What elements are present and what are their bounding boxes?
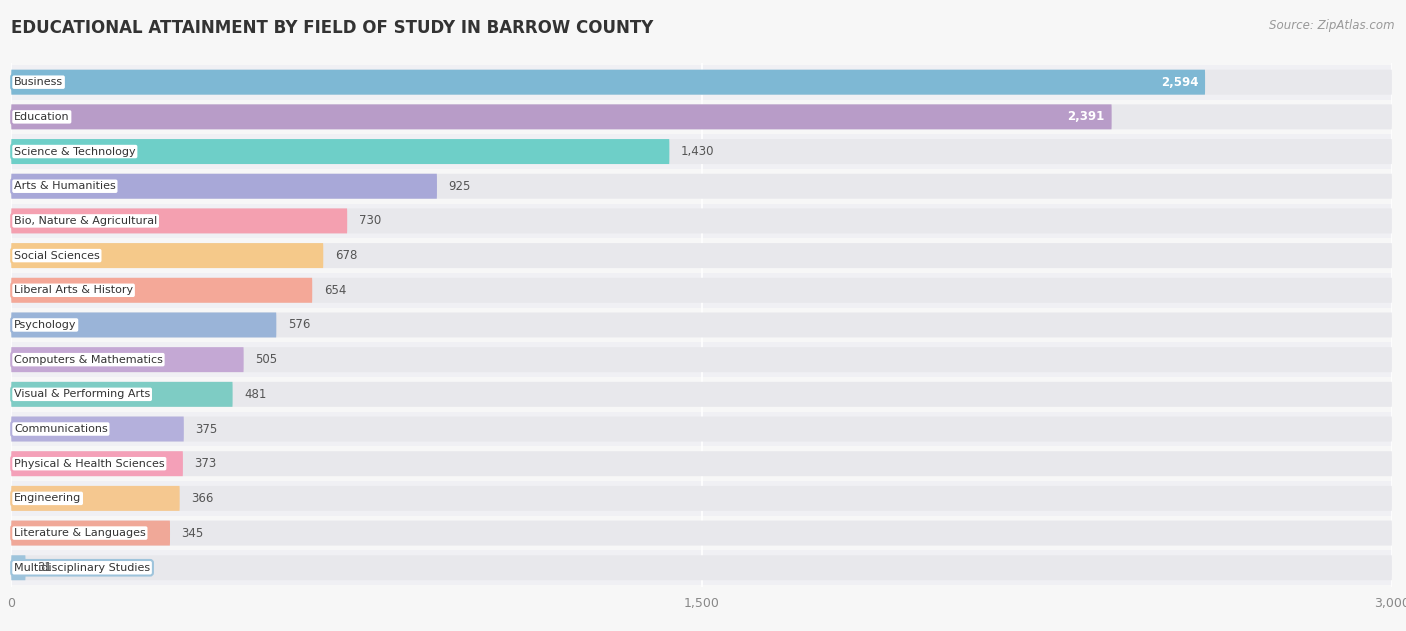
Text: 481: 481 [245, 388, 267, 401]
Bar [11, 342, 1392, 377]
FancyBboxPatch shape [11, 347, 1392, 372]
Text: Psychology: Psychology [14, 320, 76, 330]
Text: EDUCATIONAL ATTAINMENT BY FIELD OF STUDY IN BARROW COUNTY: EDUCATIONAL ATTAINMENT BY FIELD OF STUDY… [11, 19, 654, 37]
Text: 925: 925 [449, 180, 471, 192]
FancyBboxPatch shape [11, 69, 1205, 95]
Bar [11, 308, 1392, 342]
FancyBboxPatch shape [11, 382, 1392, 407]
Bar [11, 65, 1392, 100]
FancyBboxPatch shape [11, 104, 1112, 129]
FancyBboxPatch shape [11, 486, 180, 511]
FancyBboxPatch shape [11, 521, 170, 546]
FancyBboxPatch shape [11, 312, 1392, 338]
Text: Engineering: Engineering [14, 493, 82, 504]
Text: Science & Technology: Science & Technology [14, 146, 135, 156]
Bar [11, 273, 1392, 308]
FancyBboxPatch shape [11, 69, 1392, 95]
Text: 366: 366 [191, 492, 214, 505]
Text: 576: 576 [288, 319, 311, 331]
FancyBboxPatch shape [11, 382, 232, 407]
FancyBboxPatch shape [11, 243, 1392, 268]
FancyBboxPatch shape [11, 312, 277, 338]
Text: 730: 730 [359, 215, 381, 227]
Text: Business: Business [14, 77, 63, 87]
Bar [11, 516, 1392, 550]
FancyBboxPatch shape [11, 416, 184, 442]
Text: 31: 31 [37, 561, 52, 574]
FancyBboxPatch shape [11, 416, 1392, 442]
Text: 2,391: 2,391 [1067, 110, 1105, 123]
Text: Bio, Nature & Agricultural: Bio, Nature & Agricultural [14, 216, 157, 226]
FancyBboxPatch shape [11, 347, 243, 372]
Bar [11, 411, 1392, 446]
Text: Physical & Health Sciences: Physical & Health Sciences [14, 459, 165, 469]
Text: 375: 375 [195, 423, 218, 435]
Bar [11, 481, 1392, 516]
Bar [11, 169, 1392, 204]
FancyBboxPatch shape [11, 521, 1392, 546]
Text: 2,594: 2,594 [1161, 76, 1198, 89]
Bar [11, 377, 1392, 411]
Text: 505: 505 [254, 353, 277, 366]
Text: Multidisciplinary Studies: Multidisciplinary Studies [14, 563, 150, 573]
Text: Arts & Humanities: Arts & Humanities [14, 181, 115, 191]
Text: Social Sciences: Social Sciences [14, 251, 100, 261]
FancyBboxPatch shape [11, 555, 25, 581]
FancyBboxPatch shape [11, 139, 1392, 164]
FancyBboxPatch shape [11, 451, 1392, 476]
Bar [11, 134, 1392, 169]
Text: Computers & Mathematics: Computers & Mathematics [14, 355, 163, 365]
Bar [11, 239, 1392, 273]
FancyBboxPatch shape [11, 278, 1392, 303]
Text: 1,430: 1,430 [681, 145, 714, 158]
FancyBboxPatch shape [11, 555, 1392, 581]
Text: Liberal Arts & History: Liberal Arts & History [14, 285, 134, 295]
FancyBboxPatch shape [11, 278, 312, 303]
FancyBboxPatch shape [11, 451, 183, 476]
Bar [11, 550, 1392, 585]
Bar [11, 204, 1392, 239]
Text: Source: ZipAtlas.com: Source: ZipAtlas.com [1270, 19, 1395, 32]
Text: 345: 345 [181, 527, 204, 540]
FancyBboxPatch shape [11, 486, 1392, 511]
Text: Visual & Performing Arts: Visual & Performing Arts [14, 389, 150, 399]
FancyBboxPatch shape [11, 104, 1392, 129]
Text: 373: 373 [194, 457, 217, 470]
FancyBboxPatch shape [11, 139, 669, 164]
FancyBboxPatch shape [11, 208, 1392, 233]
FancyBboxPatch shape [11, 174, 437, 199]
Text: Education: Education [14, 112, 70, 122]
Bar [11, 446, 1392, 481]
Bar [11, 100, 1392, 134]
Text: Communications: Communications [14, 424, 108, 434]
Text: 654: 654 [323, 284, 346, 297]
FancyBboxPatch shape [11, 174, 1392, 199]
Text: 678: 678 [335, 249, 357, 262]
Text: Literature & Languages: Literature & Languages [14, 528, 146, 538]
FancyBboxPatch shape [11, 243, 323, 268]
FancyBboxPatch shape [11, 208, 347, 233]
